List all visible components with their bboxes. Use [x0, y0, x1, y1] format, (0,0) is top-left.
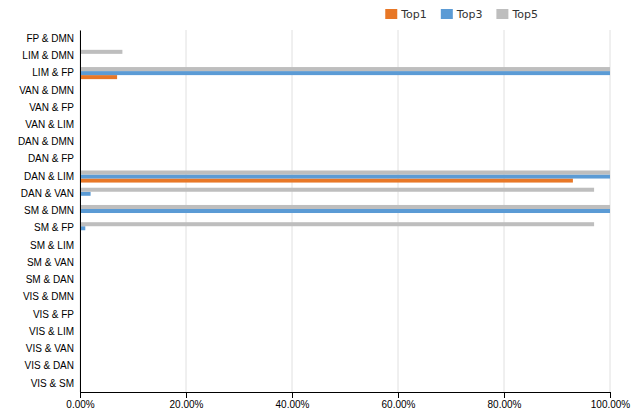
tick-label: DAN & DMN: [18, 136, 74, 147]
legend: Top1 Top3 Top5: [385, 8, 538, 21]
bar: [80, 67, 610, 71]
x-tick: 100.00%: [591, 392, 631, 410]
legend-swatch: [441, 9, 453, 19]
bar: [80, 179, 573, 183]
tick-mark: [186, 392, 187, 398]
chart: 0.00% 20.00% 40.00% 60.00% 80.00% 100.00% FP &…: [0, 0, 640, 418]
y-tick: VAN & FP: [29, 102, 80, 113]
tick-label: DAN & LIM: [24, 171, 74, 182]
axis-line: [80, 31, 81, 393]
tick-label: VAN & LIM: [25, 119, 74, 130]
tick-label: VAN & DMN: [19, 85, 74, 96]
bars: [80, 50, 610, 230]
y-tick: SM & VAN: [27, 257, 80, 268]
x-tick: 40.00%: [276, 392, 310, 410]
tick-label: VIS & SM: [31, 378, 74, 389]
y-tick: VAN & LIM: [25, 119, 80, 130]
y-tick: LIM & FP: [32, 67, 80, 78]
tick-label: 60.00%: [382, 399, 416, 410]
y-tick: VIS & VAN: [26, 343, 80, 354]
x-axis: 0.00% 20.00% 40.00% 60.00% 80.00% 100.00%: [66, 392, 630, 410]
y-tick: SM & DMN: [24, 205, 80, 216]
tick-label: 40.00%: [276, 399, 310, 410]
series: [80, 75, 573, 182]
tick-label: VIS & DAN: [25, 360, 74, 371]
tick-label: 0.00%: [66, 399, 94, 410]
bar: [80, 209, 610, 213]
y-tick: SM & FP: [34, 222, 80, 233]
y-tick: DAN & FP: [28, 153, 80, 164]
bar: [80, 170, 610, 174]
legend-label: Top1: [400, 8, 427, 21]
tick-label: VAN & FP: [29, 102, 74, 113]
bar: [80, 222, 594, 226]
tick-mark: [504, 392, 505, 398]
tick-label: SM & FP: [34, 222, 74, 233]
bar: [80, 188, 594, 192]
bar: [80, 175, 610, 179]
y-tick: VIS & DMN: [23, 291, 80, 302]
y-tick: VIS & LIM: [29, 326, 80, 337]
legend-swatch: [385, 9, 397, 19]
tick-label: SM & DMN: [24, 205, 74, 216]
y-tick: VIS & FP: [33, 309, 80, 320]
tick-label: LIM & FP: [32, 67, 74, 78]
tick-mark: [292, 392, 293, 398]
tick-label: SM & DAN: [26, 274, 74, 285]
tick-label: FP & DMN: [26, 33, 74, 44]
plot: 0.00% 20.00% 40.00% 60.00% 80.00% 100.00% FP &…: [18, 30, 630, 410]
tick-label: DAN & FP: [28, 153, 74, 164]
x-tick: 0.00%: [66, 392, 94, 410]
legend-label: Top3: [456, 8, 483, 21]
legend-item: Top5: [496, 8, 538, 21]
tick-label: VIS & VAN: [26, 343, 74, 354]
y-tick: VIS & DAN: [25, 360, 80, 371]
tick-label: VIS & FP: [33, 309, 74, 320]
y-axis: FP & DMN LIM & DMN LIM & FP VAN & DMN VAN & …: [18, 31, 81, 393]
tick-mark: [610, 392, 611, 398]
y-tick: LIM & DMN: [22, 50, 80, 61]
series: [80, 71, 610, 230]
y-tick: DAN & DMN: [18, 136, 80, 147]
legend-label: Top5: [511, 8, 538, 21]
tick-mark: [80, 392, 81, 398]
legend-item: Top1: [385, 8, 427, 21]
bar: [80, 205, 610, 209]
tick-label: 100.00%: [591, 399, 631, 410]
legend-item: Top3: [441, 8, 483, 21]
tick-label: VIS & LIM: [29, 326, 74, 337]
tick-label: 20.00%: [170, 399, 204, 410]
tick-label: DAN & VAN: [21, 188, 74, 199]
y-tick: SM & LIM: [30, 240, 80, 251]
bar: [80, 50, 122, 54]
bar: [80, 71, 610, 75]
grid: [80, 30, 610, 392]
y-tick: FP & DMN: [26, 33, 80, 44]
tick-label: VIS & DMN: [23, 291, 74, 302]
x-tick: 80.00%: [488, 392, 522, 410]
series: [80, 50, 610, 226]
legend-swatch: [496, 9, 508, 19]
tick-label: SM & VAN: [27, 257, 74, 268]
x-tick: 60.00%: [382, 392, 416, 410]
y-tick: VIS & SM: [31, 378, 80, 389]
x-tick: 20.00%: [170, 392, 204, 410]
bar: [80, 192, 91, 196]
tick-label: LIM & DMN: [22, 50, 74, 61]
tick-mark: [398, 392, 399, 398]
tick-label: 80.00%: [488, 399, 522, 410]
axis-line: [81, 393, 611, 399]
y-tick: DAN & VAN: [21, 188, 80, 199]
grid-line: [80, 30, 81, 392]
tick-label: SM & LIM: [30, 240, 74, 251]
y-tick: VAN & DMN: [19, 85, 80, 96]
bar: [80, 75, 117, 79]
y-tick: SM & DAN: [26, 274, 80, 285]
y-tick: DAN & LIM: [24, 171, 80, 182]
